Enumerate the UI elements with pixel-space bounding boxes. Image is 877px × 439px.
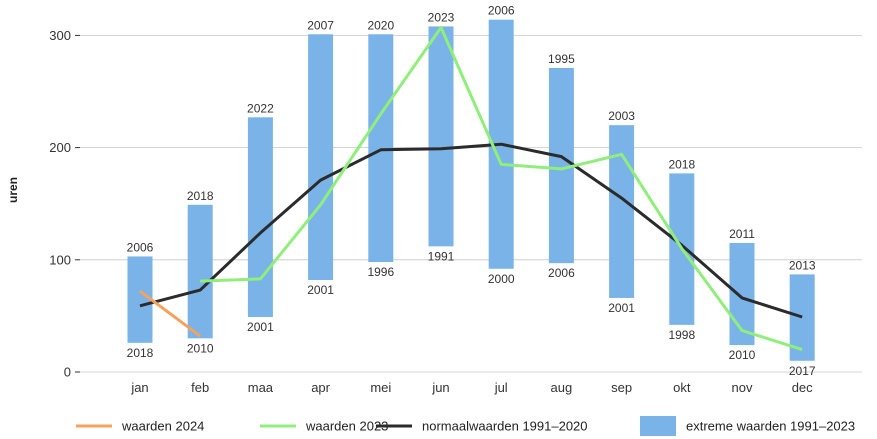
low-year-label: 2001 xyxy=(608,301,635,315)
high-year-label: 2023 xyxy=(428,10,455,24)
year-labels-layer: 2006 2018 2018 2010 2022 2001 2007 2001 2020 1996… xyxy=(127,4,816,378)
extreme-range-bar xyxy=(247,117,273,318)
high-year-label: 2022 xyxy=(247,101,274,115)
low-year-label: 1998 xyxy=(668,328,695,342)
x-tick-label: apr xyxy=(311,380,330,395)
extreme-range-bar xyxy=(127,256,153,343)
low-year-label: 2006 xyxy=(548,266,575,280)
high-year-label: 2006 xyxy=(127,240,154,254)
legend: waarden 2024 waarden 2023 normaalwaarden 1… xyxy=(76,416,855,436)
extremes-bars-layer xyxy=(127,19,815,361)
y-axis-label: uren xyxy=(6,177,20,203)
y-tick-label: 100 xyxy=(49,252,71,267)
x-tick-label: maa xyxy=(248,380,274,395)
series-line-waarden-2024 xyxy=(139,289,202,338)
y-tick-label: 200 xyxy=(49,140,71,155)
low-year-label: 2001 xyxy=(307,283,334,297)
x-tick-label: mei xyxy=(370,380,391,395)
x-tick-label: dec xyxy=(792,380,813,395)
x-tick-label: sep xyxy=(611,380,632,395)
high-year-label: 2003 xyxy=(608,109,635,123)
high-year-label: 1995 xyxy=(548,52,575,66)
low-year-label: 2018 xyxy=(127,346,154,360)
x-tick-label: nov xyxy=(732,380,753,395)
x-tick-label: okt xyxy=(673,380,691,395)
low-year-label: 2017 xyxy=(789,364,816,378)
x-tick-label: jun xyxy=(431,380,449,395)
x-tick-label: aug xyxy=(551,380,573,395)
low-year-label: 1991 xyxy=(428,249,455,263)
legend-swatch-box xyxy=(640,416,676,436)
low-year-label: 2001 xyxy=(247,320,274,334)
y-tick-label: 0 xyxy=(64,365,71,380)
extreme-range-bar xyxy=(308,34,334,280)
high-year-label: 2013 xyxy=(789,258,816,272)
legend-label: waarden 2023 xyxy=(305,419,388,434)
extreme-range-bar xyxy=(187,204,213,339)
legend-label: extreme waarden 1991–2023 xyxy=(686,419,855,434)
x-tick-label: feb xyxy=(191,380,209,395)
high-year-label: 2007 xyxy=(307,18,334,32)
legend-label: waarden 2024 xyxy=(121,419,204,434)
axes-layer: uren 0 100 200 300 jan feb maa apr mei jun jul aug s… xyxy=(6,28,813,395)
series-line-waarden-2023 xyxy=(200,26,803,352)
x-tick-label: jul xyxy=(494,380,508,395)
extreme-range-bar xyxy=(609,125,635,298)
high-year-label: 2020 xyxy=(367,18,394,32)
high-year-label: 2006 xyxy=(488,4,515,18)
series-lines-layer xyxy=(139,26,803,352)
legend-label: normaalwaarden 1991–2020 xyxy=(422,419,588,434)
high-year-label: 2018 xyxy=(668,157,695,171)
low-year-label: 1996 xyxy=(367,265,394,279)
low-year-label: 2000 xyxy=(488,272,515,286)
x-tick-label: jan xyxy=(130,380,148,395)
low-year-label: 2010 xyxy=(729,348,756,362)
high-year-label: 2018 xyxy=(187,189,214,203)
low-year-label: 2010 xyxy=(187,341,214,355)
extreme-range-bar xyxy=(428,26,454,247)
high-year-label: 2011 xyxy=(729,227,755,241)
y-tick-label: 300 xyxy=(49,28,71,43)
series-line-normaalwaarden xyxy=(139,142,803,319)
